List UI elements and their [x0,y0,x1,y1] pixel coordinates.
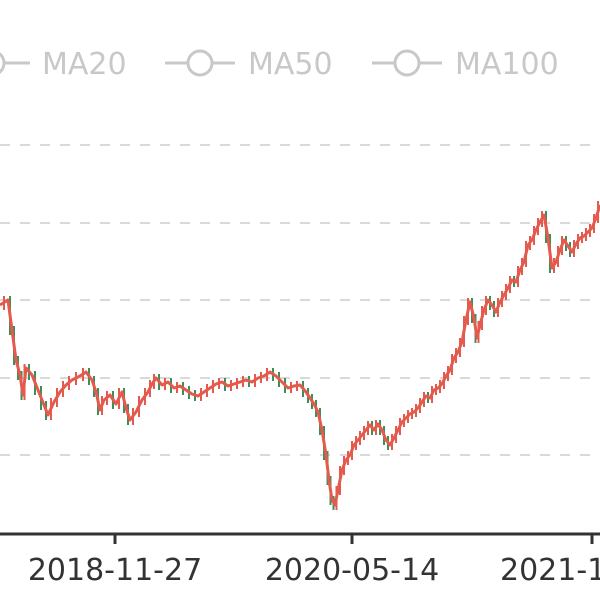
x-tick-label: 2021-1 [500,553,600,588]
legend-circle-icon [186,49,214,77]
x-tick-label: 2020-05-14 [265,553,439,588]
legend-item-ma20[interactable]: MA20 [0,47,127,82]
x-tick-label: 2018-11-27 [28,553,202,588]
gridlines [0,144,600,456]
price-series [0,201,600,510]
legend-item-ma100[interactable]: MA100 [372,47,559,82]
legend-label: MA20 [42,47,127,82]
legend-label: MA50 [248,47,333,82]
legend-circle-icon [393,49,421,77]
legend-label: MA100 [455,47,559,82]
legend-item-ma50[interactable]: MA50 [165,47,333,82]
legend: MA20 MA50 MA100 [0,47,559,82]
legend-circle-icon [0,52,6,74]
price-line [0,204,600,507]
